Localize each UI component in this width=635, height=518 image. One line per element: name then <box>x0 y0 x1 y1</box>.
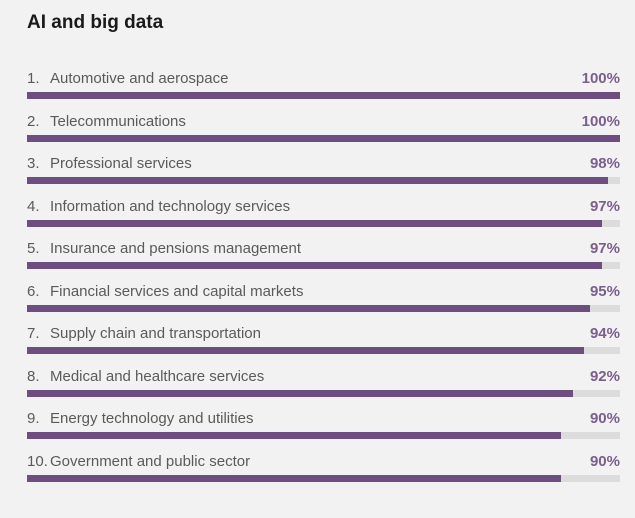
bar <box>27 92 620 99</box>
bar <box>27 432 561 439</box>
bar-track <box>27 219 620 227</box>
value-label: 92% <box>589 367 620 385</box>
value-label: 94% <box>589 325 620 342</box>
bar-row: 3. Professional services 98% <box>27 155 620 185</box>
bar-row: 2. Telecommunications 100% <box>27 113 620 143</box>
rank-label: 10. <box>27 452 48 470</box>
bar-row: 1. Automotive and aerospace 100% <box>27 70 620 100</box>
rank-label: 1. <box>27 70 40 87</box>
category-label: Medical and healthcare services <box>50 367 265 385</box>
rank-label: 8. <box>27 367 40 385</box>
bar-row: 4. Information and technology services 97% <box>27 198 620 228</box>
rank-label: 7. <box>27 325 40 342</box>
rank-label: 4. <box>27 197 40 215</box>
bar-track <box>27 304 620 312</box>
bar <box>27 262 603 269</box>
category-label: Insurance and pensions management <box>50 240 302 257</box>
rank-label: 6. <box>27 282 40 300</box>
rank-label: 3. <box>27 155 40 172</box>
bar <box>27 347 585 354</box>
category-label: Professional services <box>50 155 192 172</box>
rank-label: 9. <box>27 410 40 427</box>
value-label: 100% <box>581 70 620 87</box>
bar-track <box>27 177 620 184</box>
category-label: Supply chain and transportation <box>50 325 261 342</box>
value-label: 97% <box>589 197 620 215</box>
bar-track <box>27 347 620 354</box>
category-label: Automotive and aerospace <box>50 70 229 87</box>
chart-title: AI and big data <box>27 12 164 33</box>
bar-track <box>27 474 620 482</box>
bar <box>27 177 609 184</box>
rank-label: 2. <box>27 112 40 130</box>
bar-row: 5. Insurance and pensions management 97% <box>27 240 620 270</box>
value-label: 100% <box>581 112 620 130</box>
bar-row: 10. Government and public sector 90% <box>27 453 620 483</box>
category-label: Telecommunications <box>50 112 186 130</box>
bar <box>27 134 620 142</box>
category-label: Financial services and capital markets <box>50 282 304 300</box>
bar <box>27 474 561 482</box>
bar <box>27 304 591 312</box>
category-label: Government and public sector <box>50 452 251 470</box>
value-label: 97% <box>589 240 620 257</box>
category-label: Information and technology services <box>50 197 291 215</box>
bar-row: 7. Supply chain and transportation 94% <box>27 325 620 355</box>
bar <box>27 219 603 227</box>
bar-row: 9. Energy technology and utilities 90% <box>27 410 620 440</box>
bar-track <box>27 432 620 439</box>
value-label: 98% <box>589 155 620 172</box>
category-label: Energy technology and utilities <box>50 410 254 427</box>
bar <box>27 389 573 397</box>
bar-row: 6. Financial services and capital markets… <box>27 283 620 313</box>
bar-track <box>27 92 620 99</box>
rank-label: 5. <box>27 240 40 257</box>
value-label: 90% <box>589 452 620 470</box>
bar-track <box>27 389 620 397</box>
bar-track <box>27 262 620 269</box>
value-label: 95% <box>589 282 620 300</box>
bar-track <box>27 134 620 142</box>
value-label: 90% <box>589 410 620 427</box>
bar-row: 8. Medical and healthcare services 92% <box>27 368 620 398</box>
